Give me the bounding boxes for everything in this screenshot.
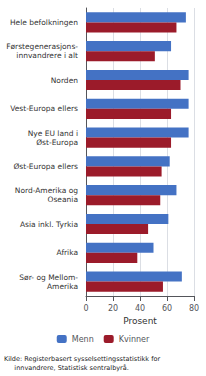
svg-text:Norden: Norden — [51, 76, 79, 85]
svg-text:Førstegenerasjons-: Førstegenerasjons- — [6, 42, 78, 51]
svg-text:Nye EU land i: Nye EU land i — [28, 129, 78, 138]
svg-text:Vest-Europa ellers: Vest-Europa ellers — [10, 104, 78, 113]
svg-text:Kilde: Registerbasert sysselse: Kilde: Registerbasert sysselsettingsstat… — [4, 355, 160, 363]
svg-text:innvandrere i alt: innvandrere i alt — [16, 51, 78, 60]
svg-text:40: 40 — [135, 304, 145, 313]
svg-text:Øst-Europa ellers: Øst-Europa ellers — [13, 162, 78, 171]
svg-text:80: 80 — [189, 304, 199, 313]
svg-text:0: 0 — [83, 304, 88, 313]
svg-text:Hele befolkningen: Hele befolkningen — [10, 18, 78, 27]
svg-text:Nord-Amerika og: Nord-Amerika og — [15, 186, 78, 195]
svg-text:Oseania: Oseania — [48, 195, 78, 204]
svg-text:20: 20 — [108, 304, 118, 313]
svg-text:Asia inkl. Tyrkia: Asia inkl. Tyrkia — [20, 220, 78, 229]
svg-text:Sør- og Mellom-: Sør- og Mellom- — [19, 273, 78, 282]
svg-text:Kvinner: Kvinner — [119, 335, 150, 344]
svg-text:Afrika: Afrika — [57, 248, 78, 257]
svg-text:Prosent: Prosent — [123, 316, 157, 326]
svg-text:Øst-Europa: Øst-Europa — [36, 138, 78, 147]
svg-text:Menn: Menn — [72, 335, 94, 344]
svg-text:60: 60 — [162, 304, 172, 313]
svg-text:innvandrere, Statistisk sentra: innvandrere, Statistisk sentralbyrå. — [4, 364, 129, 372]
svg-text:Amerika: Amerika — [47, 282, 78, 291]
